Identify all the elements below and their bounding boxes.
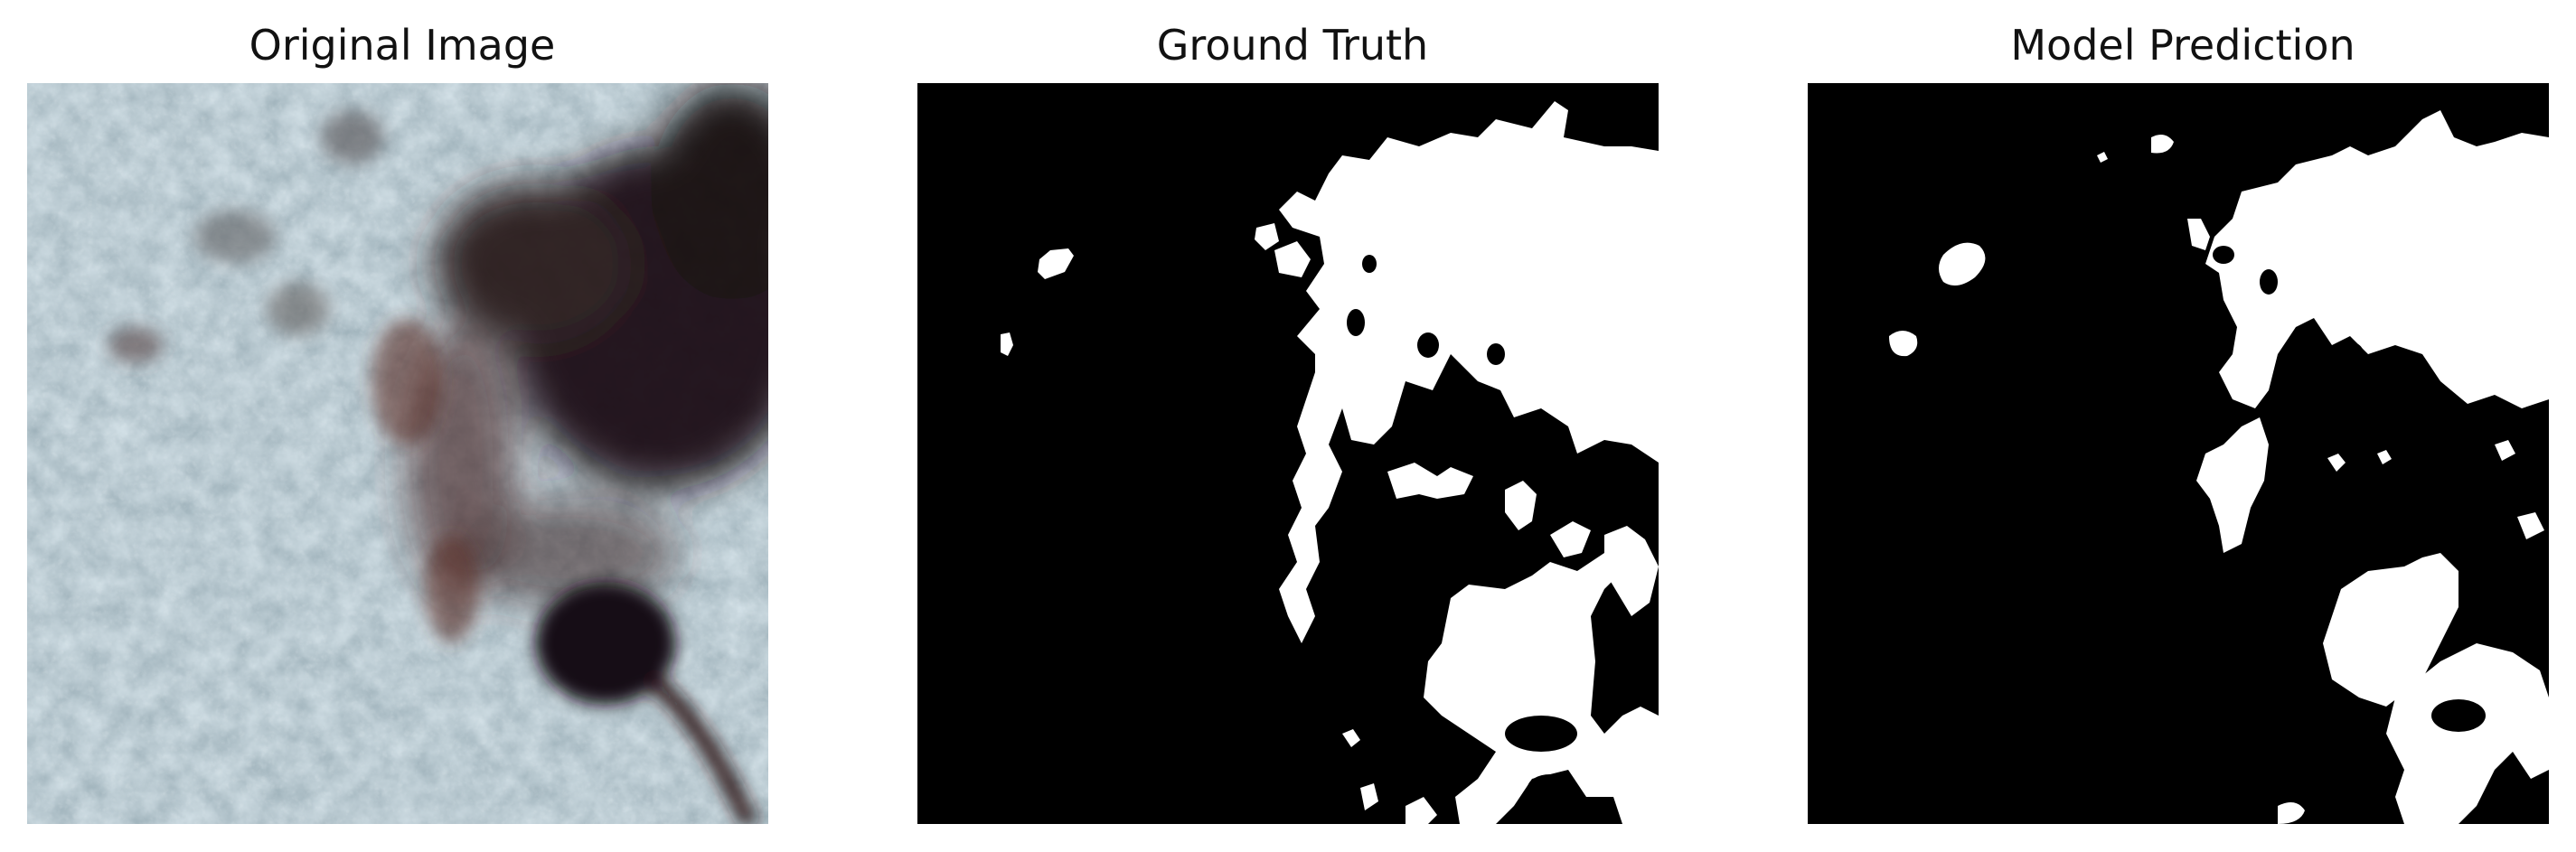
panel-title: Ground Truth — [1156, 21, 1429, 70]
ground-truth-mask-image — [917, 83, 1659, 824]
panel-title: Model Prediction — [2010, 21, 2355, 70]
panel-original-image: Original Image — [27, 0, 777, 852]
panel-ground-truth: Ground Truth — [917, 0, 1668, 852]
original-micrograph-image — [27, 83, 768, 824]
panel-model-prediction: Model Prediction — [1808, 0, 2558, 852]
panel-title: Original Image — [249, 21, 556, 70]
model-prediction-mask-image — [1808, 83, 2549, 824]
